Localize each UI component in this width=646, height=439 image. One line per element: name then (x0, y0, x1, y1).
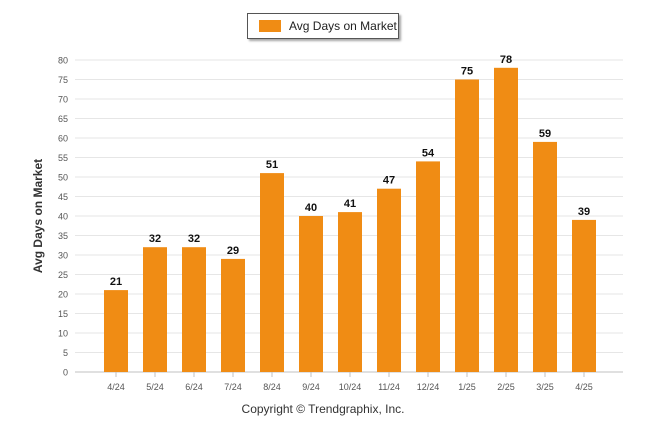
y-tick-label: 40 (58, 212, 68, 222)
y-tick-label: 0 (63, 368, 68, 378)
bar (533, 141, 557, 372)
data-label: 59 (539, 128, 551, 140)
data-label: 32 (188, 233, 200, 245)
x-tick-label: 9/24 (302, 382, 320, 392)
bar (260, 173, 284, 372)
x-tick-label: 2/25 (497, 382, 515, 392)
bar (572, 219, 596, 372)
y-tick-label: 65 (58, 114, 68, 124)
y-tick-label: 15 (58, 309, 68, 319)
y-tick-label: 20 (58, 290, 68, 300)
data-label: 32 (149, 233, 161, 245)
x-tick-label: 5/24 (146, 382, 164, 392)
bar (455, 79, 479, 372)
x-tick-label: 3/25 (536, 382, 554, 392)
data-label: 54 (422, 147, 435, 159)
y-tick-label: 75 (58, 75, 68, 85)
y-tick-label: 55 (58, 153, 68, 163)
y-tick-label: 10 (58, 329, 68, 339)
bar (494, 67, 518, 373)
bar (182, 247, 206, 372)
bar (104, 290, 128, 372)
data-label: 47 (383, 175, 395, 187)
data-label: 21 (110, 276, 122, 288)
x-tick-label: 4/24 (107, 382, 125, 392)
legend-swatch (259, 20, 281, 32)
y-axis-title: Avg Days on Market (31, 159, 45, 273)
data-label: 29 (227, 245, 239, 257)
x-tick-label: 11/24 (378, 382, 400, 392)
y-tick-label: 5 (63, 348, 68, 358)
x-tick-label: 7/24 (224, 382, 242, 392)
y-tick-label: 30 (58, 251, 68, 261)
copyright-credit: Copyright © Trendgraphix, Inc. (241, 402, 405, 416)
bar (299, 216, 323, 372)
y-tick-label: 35 (58, 231, 68, 241)
x-tick-label: 8/24 (263, 382, 281, 392)
data-label: 41 (344, 198, 356, 210)
y-tick-label: 70 (58, 95, 68, 105)
x-tick-label: 12/24 (417, 382, 440, 392)
y-tick-label: 45 (58, 192, 68, 202)
y-tick-label: 80 (58, 56, 68, 66)
x-tick-label: 6/24 (185, 382, 203, 392)
bar (143, 247, 167, 372)
data-label: 75 (461, 66, 473, 78)
data-label: 39 (578, 206, 590, 218)
data-label: 40 (305, 202, 317, 214)
legend: Avg Days on Market (247, 13, 399, 39)
x-tick-label: 4/25 (575, 382, 593, 392)
bar (416, 161, 440, 372)
x-tick-label: 10/24 (339, 382, 362, 392)
bar (221, 258, 245, 372)
legend-label: Avg Days on Market (289, 19, 397, 33)
bar (338, 212, 362, 372)
x-tick-label: 1/25 (458, 382, 476, 392)
data-label: 78 (500, 54, 512, 66)
y-tick-label: 60 (58, 134, 68, 144)
data-label: 51 (266, 159, 278, 171)
y-tick-label: 25 (58, 270, 68, 280)
y-tick-label: 50 (58, 173, 68, 183)
bar (377, 188, 401, 372)
